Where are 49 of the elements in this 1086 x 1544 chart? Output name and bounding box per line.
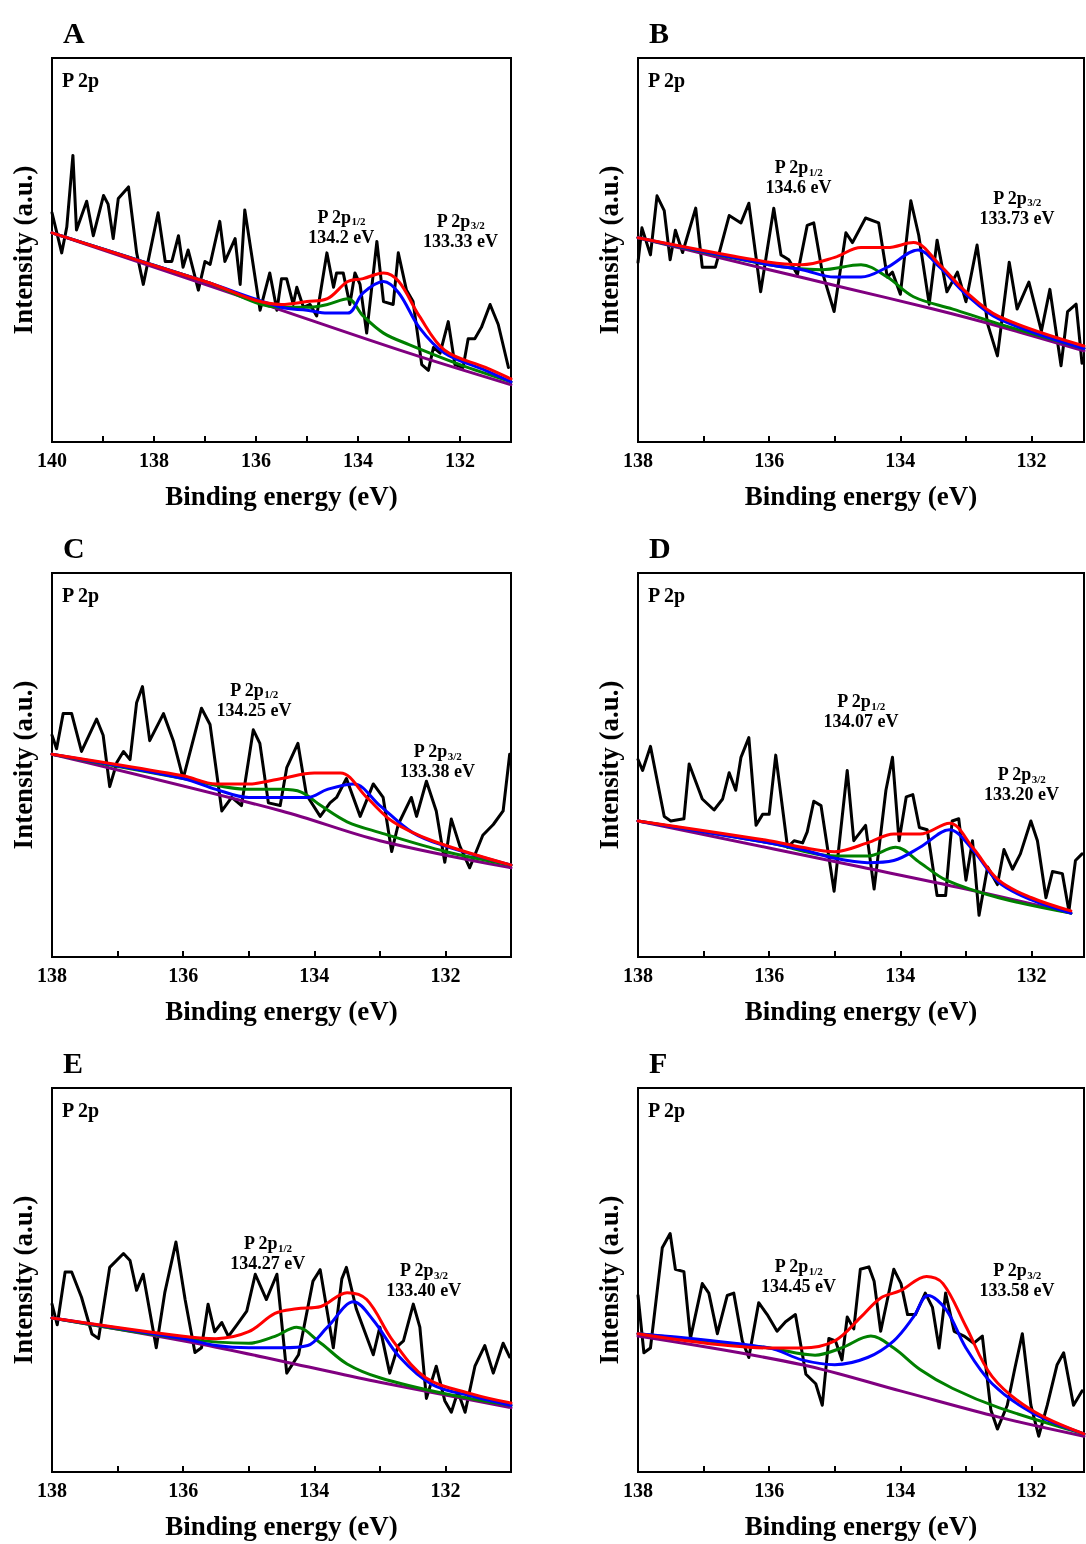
x-tick-label: 134 [885, 1479, 916, 1501]
x-tick-label: 136 [754, 1479, 785, 1501]
text: P 2p [62, 1099, 100, 1122]
y-axis-title: Intensity (a.u.) [7, 165, 38, 335]
y-axis-title: Intensity (a.u.) [593, 1195, 624, 1365]
x-axis-title: Binding energy (eV) [165, 480, 398, 511]
x-tick-label: 134 [299, 964, 330, 986]
x-tick-label: 134 [885, 964, 916, 986]
y-axis-title: Intensity (a.u.) [7, 680, 38, 850]
text: P 2p [648, 584, 686, 607]
text: P 2p [62, 584, 100, 607]
x-axis-title: Binding energy (eV) [165, 995, 398, 1026]
x-tick-label: 132 [430, 1479, 461, 1501]
y-axis-title: Intensity (a.u.) [593, 165, 624, 335]
x-tick-label: 138 [623, 964, 653, 986]
x-tick-label: 132 [1016, 964, 1047, 986]
x-tick-label: 136 [754, 964, 785, 986]
chart-title: B [649, 15, 670, 49]
x-tick-label: 132 [430, 964, 461, 986]
text: P 2p [648, 69, 686, 92]
y-axis-title: Intensity (a.u.) [7, 1195, 38, 1365]
x-tick-label: 138 [37, 1479, 67, 1501]
x-tick-label: 138 [37, 964, 67, 986]
chart-title: C [63, 530, 85, 564]
text: P 2p [648, 1099, 686, 1122]
x-axis-title: Binding energy (eV) [744, 480, 978, 511]
chart-title: D [649, 530, 671, 564]
x-tick-label: 134 [343, 449, 373, 471]
x-axis-title: Binding energy (eV) [744, 995, 978, 1026]
x-tick-label: 134 [299, 1479, 330, 1501]
x-tick-label: 136 [168, 1479, 199, 1501]
x-tick-label: 136 [754, 449, 785, 471]
x-tick-label: 138 [623, 1479, 653, 1501]
x-tick-label: 136 [168, 964, 199, 986]
x-tick-label: 138 [139, 449, 169, 471]
x-tick-label: 132 [445, 449, 475, 471]
x-tick-label: 132 [1016, 449, 1047, 471]
text: P 2p [62, 69, 100, 92]
x-axis-title: Binding energy (eV) [744, 1510, 978, 1541]
x-axis-title: Binding energy (eV) [165, 1510, 398, 1541]
x-tick-label: 138 [623, 449, 653, 471]
x-tick-label: 132 [1016, 1479, 1047, 1501]
y-axis-title: Intensity (a.u.) [593, 680, 624, 850]
chart-title: E [63, 1045, 84, 1079]
x-tick-label: 134 [885, 449, 916, 471]
chart-title: A [63, 15, 85, 49]
chart-title: F [649, 1045, 668, 1079]
x-tick-label: 140 [37, 449, 67, 471]
x-tick-label: 136 [241, 449, 271, 471]
